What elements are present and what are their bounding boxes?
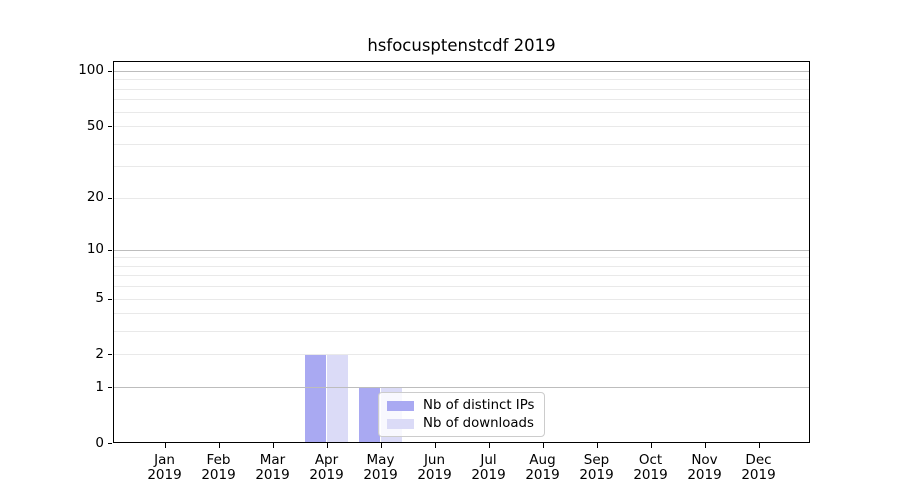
y-gridline-minor bbox=[113, 197, 810, 199]
x-tick-mark bbox=[434, 443, 436, 448]
plot-spines bbox=[113, 61, 810, 443]
y-gridline-minor bbox=[113, 298, 810, 300]
legend-swatch-distinct-ips-icon bbox=[387, 400, 414, 411]
y-tick-label: 10 bbox=[86, 241, 104, 258]
y-tick-label: 1 bbox=[95, 378, 104, 395]
x-tick-label-nov: Nov 2019 bbox=[687, 452, 722, 483]
y-gridline-minor bbox=[113, 166, 810, 168]
y-tick-mark bbox=[108, 126, 112, 128]
x-tick-mark bbox=[272, 443, 274, 448]
x-tick-label-apr: Apr 2019 bbox=[309, 452, 344, 483]
x-tick-mark bbox=[218, 443, 220, 448]
x-tick-label-feb: Feb 2019 bbox=[201, 452, 236, 483]
y-tick-mark bbox=[108, 197, 112, 199]
plot-area: 0 1 2 5 10 20 50 100 Jan 2019 Feb 2019 Mar 2019 Apr 201… bbox=[78, 61, 810, 483]
y-tick-mark bbox=[108, 354, 112, 356]
legend-label-distinct-ips: Nb of distinct IPs bbox=[423, 398, 535, 413]
x-tick-mark bbox=[488, 443, 490, 448]
x-tick-label-jun: Jun 2019 bbox=[417, 452, 452, 483]
x-tick-label-aug: Aug 2019 bbox=[525, 452, 560, 483]
y-gridline-minor bbox=[113, 257, 810, 259]
x-tick-mark bbox=[542, 443, 544, 448]
y-gridline-major bbox=[113, 387, 810, 389]
y-gridline-minor bbox=[113, 313, 810, 315]
y-tick-label: 50 bbox=[86, 117, 104, 134]
x-tick-mark bbox=[596, 443, 598, 448]
y-gridline-minor bbox=[113, 275, 810, 277]
y-gridline-minor bbox=[113, 143, 810, 145]
y-tick-mark bbox=[108, 249, 112, 251]
y-gridline-minor bbox=[113, 111, 810, 113]
x-tick-mark bbox=[164, 443, 166, 448]
y-gridline-minor bbox=[113, 79, 810, 81]
x-tick-label-may: May 2019 bbox=[363, 452, 398, 483]
y-gridline-minor bbox=[113, 331, 810, 333]
y-gridline-minor bbox=[113, 354, 810, 356]
y-gridline-minor bbox=[113, 88, 810, 90]
legend-label-downloads: Nb of downloads bbox=[423, 416, 534, 431]
y-tick-mark bbox=[108, 387, 112, 389]
y-tick-label: 100 bbox=[78, 62, 104, 79]
x-tick-label-jul: Jul 2019 bbox=[471, 452, 506, 483]
y-gridline-major bbox=[113, 249, 810, 251]
y-gridline-minor bbox=[113, 265, 810, 267]
x-tick-mark bbox=[326, 443, 328, 448]
y-gridline-minor bbox=[113, 286, 810, 288]
bar-apr-downloads bbox=[326, 354, 349, 443]
x-tick-label-mar: Mar 2019 bbox=[255, 452, 290, 483]
y-gridline-minor bbox=[113, 126, 810, 128]
x-tick-mark bbox=[704, 443, 706, 448]
legend-item-downloads: Nb of downloads bbox=[387, 416, 536, 431]
x-tick-label-jan: Jan 2019 bbox=[147, 452, 182, 483]
legend-item-distinct-ips: Nb of distinct IPs bbox=[387, 398, 536, 413]
legend-swatch-downloads-icon bbox=[387, 418, 414, 429]
chart-title: hsfocusptenstcdf 2019 bbox=[367, 36, 556, 55]
x-tick-label-sep: Sep 2019 bbox=[579, 452, 614, 483]
bar-may-distinct-ips bbox=[358, 387, 381, 443]
bar-apr-distinct-ips bbox=[304, 354, 327, 443]
x-tick-label-dec: Dec 2019 bbox=[741, 452, 776, 483]
y-gridline-minor bbox=[113, 99, 810, 101]
x-tick-mark bbox=[758, 443, 760, 448]
y-tick-label: 20 bbox=[86, 189, 104, 206]
y-tick-mark bbox=[108, 443, 112, 444]
y-tick-label: 5 bbox=[95, 290, 104, 307]
y-tick-mark bbox=[108, 70, 112, 72]
x-tick-mark bbox=[380, 443, 382, 448]
y-gridline-major bbox=[113, 70, 810, 72]
x-tick-mark bbox=[650, 443, 652, 448]
y-tick-mark bbox=[108, 298, 112, 300]
legend: Nb of distinct IPs Nb of downloads bbox=[378, 392, 545, 437]
x-tick-label-oct: Oct 2019 bbox=[633, 452, 668, 483]
y-tick-label: 0 bbox=[95, 434, 104, 451]
y-tick-label: 2 bbox=[95, 345, 104, 362]
